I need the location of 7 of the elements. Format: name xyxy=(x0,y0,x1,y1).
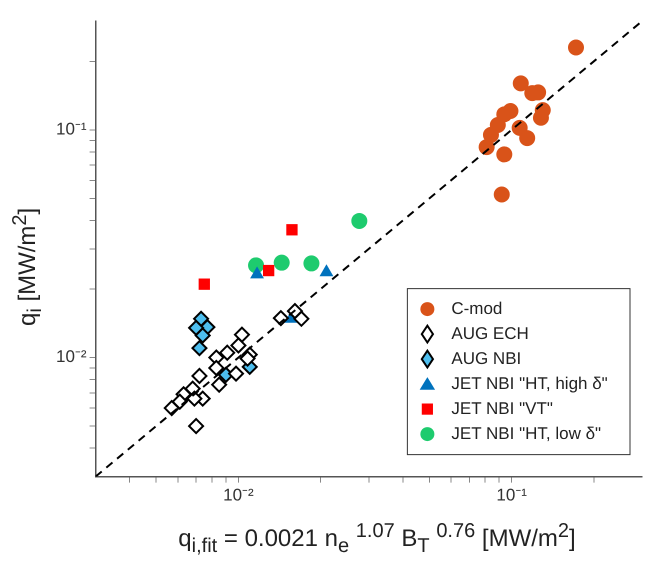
legend-label: C-mod xyxy=(451,298,502,318)
legend-label: AUG ECH xyxy=(451,324,529,343)
legend-label: JET NBI "HT, low δ" xyxy=(451,424,602,443)
text: q$_{i,fit}$ = 0.0021 n$_{e}$ $^{1.07}$ B$_{T}$ $^{0.76}$ [MW/m$^{2}$] xyxy=(178,520,576,557)
legend-label: AUG NBI xyxy=(451,348,522,368)
legend-label: JET NBI "HT, high δ" xyxy=(451,374,608,393)
legend-label: JET NBI "VT" xyxy=(451,398,553,418)
